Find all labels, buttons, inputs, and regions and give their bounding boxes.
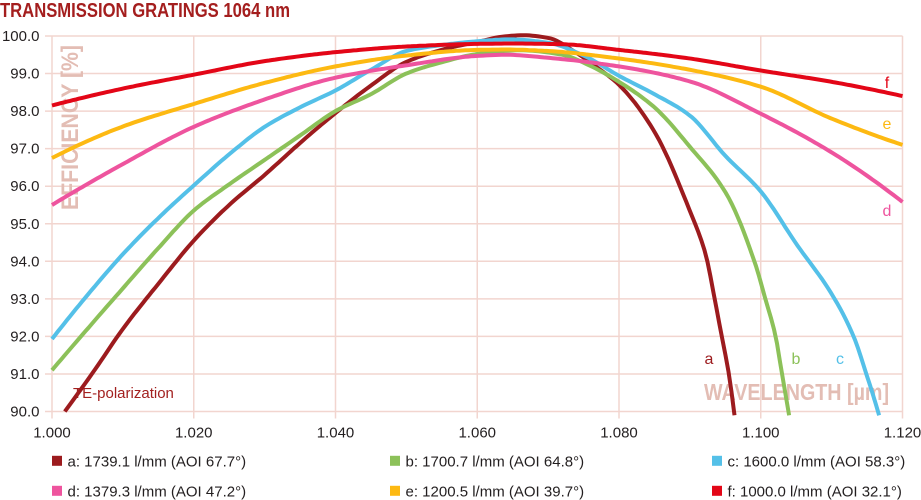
svg-text:EFFICIENCY [%]: EFFICIENCY [%] bbox=[57, 45, 84, 210]
svg-text:a: a bbox=[705, 351, 714, 368]
svg-text:1.020: 1.020 bbox=[175, 425, 213, 442]
svg-text:91.0: 91.0 bbox=[10, 366, 39, 383]
svg-text:1.000: 1.000 bbox=[33, 425, 71, 442]
svg-text:100.0: 100.0 bbox=[2, 28, 40, 45]
svg-text:99.0: 99.0 bbox=[10, 66, 39, 83]
svg-text:TRANSMISSION GRATINGS 1064 nm: TRANSMISSION GRATINGS 1064 nm bbox=[0, 0, 290, 22]
svg-text:WAVELENGTH [µm]: WAVELENGTH [µm] bbox=[704, 379, 889, 405]
svg-text:c: 1600.0 l/mm (AOI 58.3°): c: 1600.0 l/mm (AOI 58.3°) bbox=[728, 453, 906, 470]
svg-text:e: e bbox=[883, 116, 892, 133]
svg-text:f: 1000.0 l/mm (AOI 32.1°): f: 1000.0 l/mm (AOI 32.1°) bbox=[728, 483, 902, 500]
svg-text:1.060: 1.060 bbox=[458, 425, 496, 442]
svg-text:f: f bbox=[885, 75, 890, 92]
svg-text:95.0: 95.0 bbox=[10, 216, 39, 233]
svg-text:1.040: 1.040 bbox=[317, 425, 355, 442]
svg-text:a: 1739.1 l/mm (AOI 67.7°): a: 1739.1 l/mm (AOI 67.7°) bbox=[68, 453, 247, 470]
svg-text:98.0: 98.0 bbox=[10, 103, 39, 120]
svg-text:1.120: 1.120 bbox=[884, 425, 921, 442]
svg-text:93.0: 93.0 bbox=[10, 291, 39, 308]
svg-text:b: 1700.7 l/mm (AOI 64.8°): b: 1700.7 l/mm (AOI 64.8°) bbox=[406, 453, 585, 470]
svg-text:97.0: 97.0 bbox=[10, 141, 39, 158]
svg-text:94.0: 94.0 bbox=[10, 253, 39, 270]
svg-text:90.0: 90.0 bbox=[10, 404, 39, 421]
svg-text:c: c bbox=[836, 351, 844, 368]
svg-text:b: b bbox=[792, 351, 801, 368]
svg-text:d: 1379.3 l/mm (AOI 47.2°): d: 1379.3 l/mm (AOI 47.2°) bbox=[68, 483, 247, 500]
svg-text:e: 1200.5 l/mm (AOI 39.7°): e: 1200.5 l/mm (AOI 39.7°) bbox=[406, 483, 585, 500]
svg-text:d: d bbox=[883, 203, 892, 220]
svg-text:96.0: 96.0 bbox=[10, 178, 39, 195]
svg-text:1.080: 1.080 bbox=[600, 425, 638, 442]
svg-text:TE-polarization: TE-polarization bbox=[73, 385, 174, 402]
svg-text:1.100: 1.100 bbox=[742, 425, 780, 442]
svg-text:92.0: 92.0 bbox=[10, 328, 39, 345]
